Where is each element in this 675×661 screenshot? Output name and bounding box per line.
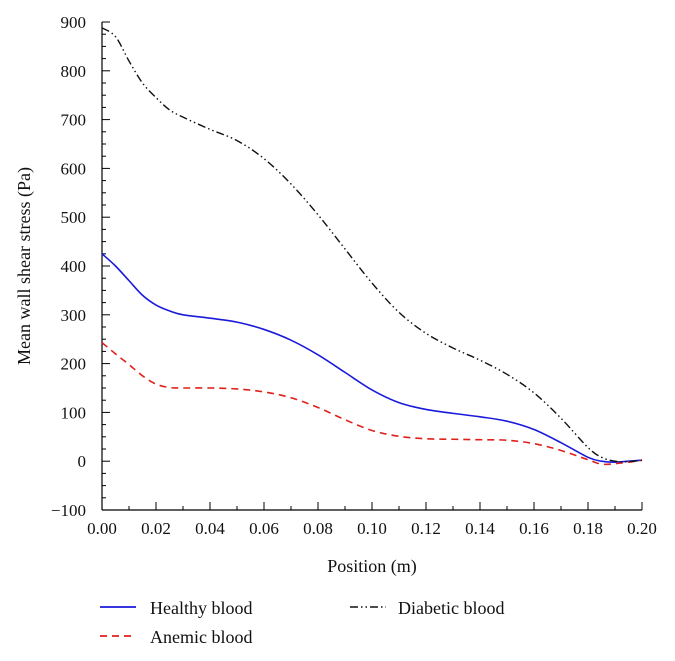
y-tick-label: 0 [78,452,87,471]
x-tick-label: 0.10 [357,519,387,538]
y-tick-label: 200 [61,355,87,374]
x-tick-label: 0.16 [519,519,549,538]
axis-titles: Position (m) Mean wall shear stress (Pa) [14,167,417,577]
y-tick-label: 300 [61,306,87,325]
x-tick-label: 0.12 [411,519,441,538]
x-tick-label: 0.18 [573,519,603,538]
series-line-diabetic-blood [101,27,643,463]
y-tick-label: 400 [61,257,87,276]
legend-label-diabetic: Diabetic blood [398,598,504,618]
legend-label-anemic: Anemic blood [150,627,252,647]
x-tick-label: 0.02 [141,519,171,538]
axis-ticks: 0.00 0.02 0.04 0.06 0.08 0.10 0.12 0.14 0.16 0.18… [51,13,657,538]
x-tick-label: 0.06 [249,519,279,538]
x-tick-label: 0.08 [303,519,333,538]
y-tick-label: 800 [61,62,87,81]
x-tick-label: 0.04 [195,519,225,538]
legend-item-anemic: Anemic blood [100,627,252,647]
x-tick-label: 0.14 [465,519,495,538]
series-lines [101,27,643,466]
y-tick-label: 900 [61,13,87,32]
series-line-healthy-blood [101,253,643,463]
legend-item-healthy: Healthy blood [100,598,252,618]
legend-label-healthy: Healthy blood [150,598,252,618]
x-axis-title: Position (m) [327,556,417,577]
y-tick-label: 500 [61,208,87,227]
axes [101,22,642,511]
y-tick-label: 100 [61,403,87,422]
x-tick-label: 0.00 [87,519,117,538]
y-tick-label: 600 [61,159,87,178]
legend: Healthy blood Anemic blood Diabetic bloo… [100,598,504,647]
y-axis-title: Mean wall shear stress (Pa) [14,167,35,365]
x-tick-label: 0.20 [627,519,657,538]
y-tick-label: 700 [61,111,87,130]
series-line-anemic-blood [101,342,643,466]
y-tick-label: −100 [51,501,86,520]
legend-item-diabetic: Diabetic blood [350,598,504,618]
